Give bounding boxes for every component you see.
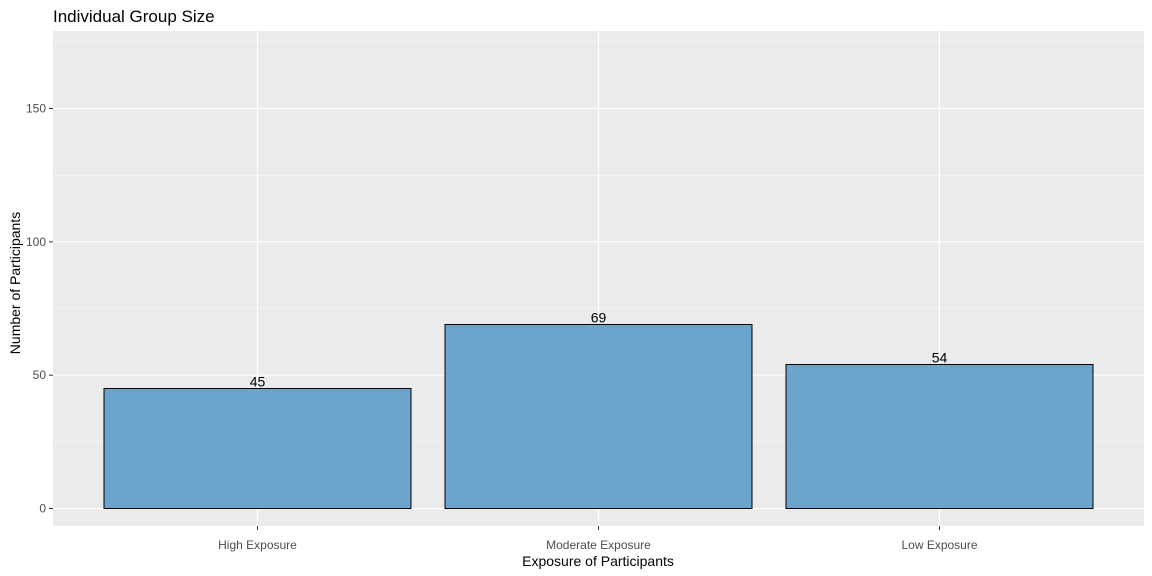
y-tick-label: 0 bbox=[39, 502, 46, 516]
data-label: 54 bbox=[932, 350, 948, 366]
x-axis-ticks: High Exposure Moderate Exposure Low Exposu… bbox=[218, 526, 978, 552]
y-axis-title: Number of Participants bbox=[7, 212, 23, 354]
data-label: 69 bbox=[591, 310, 607, 326]
bar-low-exposure bbox=[785, 364, 1094, 509]
data-label: 45 bbox=[250, 374, 266, 390]
bar-high-exposure bbox=[103, 388, 412, 509]
x-tick-label: Low Exposure bbox=[901, 538, 977, 552]
x-tick-label: High Exposure bbox=[218, 538, 297, 552]
data-labels: 45 69 54 bbox=[250, 310, 948, 390]
x-tick-label: Moderate Exposure bbox=[546, 538, 651, 552]
chart-title: Individual Group Size bbox=[53, 7, 215, 26]
y-tick-label: 150 bbox=[26, 102, 46, 116]
y-tick-label: 50 bbox=[33, 368, 47, 382]
bars bbox=[103, 324, 1094, 509]
bar-moderate-exposure bbox=[444, 324, 753, 509]
y-tick-label: 100 bbox=[26, 235, 46, 249]
x-axis-title: Exposure of Participants bbox=[522, 553, 674, 569]
y-axis-ticks: 0 50 100 150 bbox=[26, 102, 53, 516]
